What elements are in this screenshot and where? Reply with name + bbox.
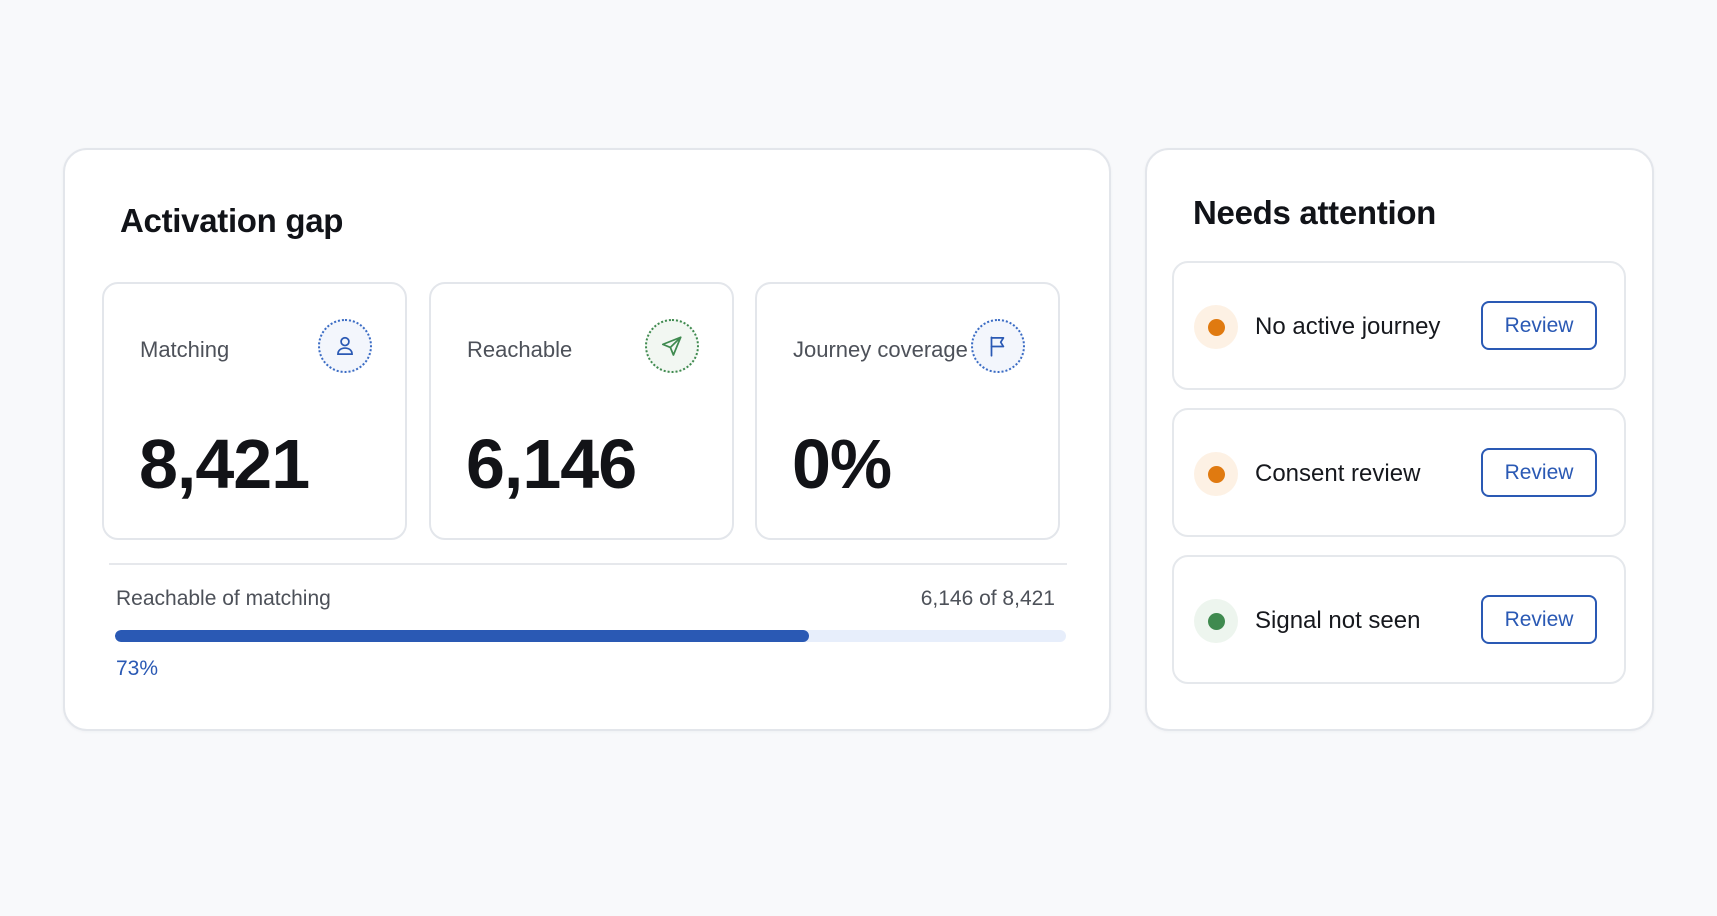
progress-percent: 73% [116, 657, 159, 680]
review-button[interactable]: Review [1481, 595, 1597, 644]
person-icon [318, 319, 372, 373]
attention-item-label: Consent review [1255, 460, 1421, 487]
attention-item-no-active-journey: No active journey Review [1172, 261, 1626, 390]
metric-card-journey-coverage: Journey coverage 0% [755, 282, 1060, 540]
status-indicator [1194, 452, 1238, 496]
flag-icon [971, 319, 1025, 373]
status-indicator [1194, 305, 1238, 349]
attention-item-label: No active journey [1255, 313, 1441, 340]
activation-gap-panel: Activation gap Matching 8,421 Reachable … [63, 148, 1111, 731]
activation-gap-title: Activation gap [120, 202, 344, 239]
divider [109, 563, 1067, 565]
metric-card-matching: Matching 8,421 [102, 282, 407, 540]
attention-item-consent-review: Consent review Review [1172, 408, 1626, 537]
review-button[interactable]: Review [1481, 448, 1597, 497]
progress-count: 6,146 of 8,421 [920, 587, 1055, 610]
attention-item-signal-not-seen: Signal not seen Review [1172, 555, 1626, 684]
metric-value: 6,146 [466, 425, 637, 503]
status-indicator [1194, 599, 1238, 643]
needs-attention-title: Needs attention [1193, 194, 1437, 231]
metric-label: Matching [140, 337, 230, 362]
metric-value: 8,421 [139, 425, 310, 503]
progress-bar [115, 630, 1066, 642]
status-dot-icon [1207, 318, 1225, 336]
metric-value: 0% [792, 425, 892, 503]
metric-label: Reachable [467, 337, 573, 362]
needs-attention-panel: Needs attention No active journey Review… [1145, 148, 1654, 731]
attention-item-label: Signal not seen [1255, 607, 1421, 634]
send-icon [645, 319, 699, 373]
metric-card-reachable: Reachable 6,146 [429, 282, 734, 540]
progress-label: Reachable of matching [116, 587, 331, 610]
status-dot-icon [1207, 612, 1225, 630]
metric-label: Journey coverage [793, 337, 968, 362]
review-button[interactable]: Review [1481, 301, 1597, 350]
progress-bar-fill [115, 630, 810, 642]
status-dot-icon [1207, 465, 1225, 483]
